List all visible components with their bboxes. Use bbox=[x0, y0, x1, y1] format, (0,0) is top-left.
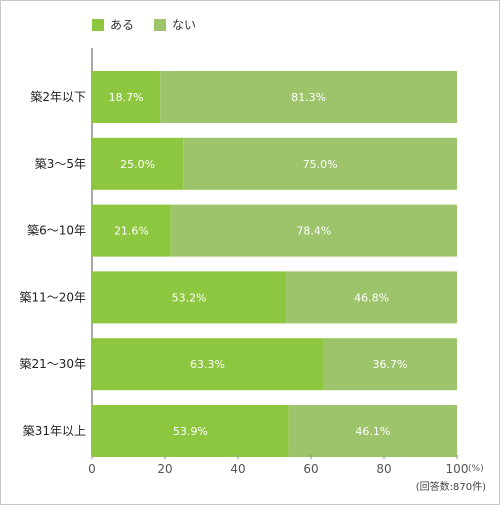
legend-label-nai: ない bbox=[172, 18, 197, 32]
bar-aru bbox=[92, 271, 287, 324]
bar-aru bbox=[92, 204, 171, 257]
category-label: 築3～5年 bbox=[35, 156, 86, 171]
legend-swatch-nai bbox=[154, 18, 167, 31]
bar-value-label: 25.0% bbox=[120, 158, 155, 171]
bar-value-label: 78.4% bbox=[296, 225, 331, 238]
legend-swatch-aru bbox=[92, 18, 104, 31]
bar-value-label: 21.6% bbox=[114, 225, 149, 238]
bar-value-label: 46.8% bbox=[354, 291, 389, 304]
x-tick-label: 20 bbox=[157, 462, 172, 476]
bar-nai bbox=[183, 137, 457, 190]
legend-label-aru: ある bbox=[110, 18, 135, 32]
legend-item-nai: ない bbox=[154, 16, 196, 33]
x-tick-label: 60 bbox=[303, 462, 318, 476]
bar-value-label: 63.3% bbox=[190, 358, 225, 371]
bar-nai bbox=[170, 204, 457, 257]
chart-legend: ある ない bbox=[92, 16, 196, 33]
bar-aru bbox=[92, 405, 289, 457]
bar-aru bbox=[92, 71, 161, 123]
bar-value-label: 75.0% bbox=[303, 158, 338, 171]
x-unit-label: (%) bbox=[468, 464, 484, 474]
bar-value-label: 46.1% bbox=[355, 425, 390, 438]
x-tick-label: 100 bbox=[446, 462, 469, 476]
bar-value-label: 53.2% bbox=[172, 291, 207, 304]
bar-aru bbox=[92, 338, 324, 391]
bar-aru bbox=[92, 137, 184, 190]
bar-value-label: 81.3% bbox=[291, 91, 326, 104]
bar-nai bbox=[286, 271, 457, 324]
category-label: 築6～10年 bbox=[27, 223, 86, 238]
response-count-note: (回答数:870件) bbox=[415, 482, 486, 493]
x-tick-label: 80 bbox=[376, 462, 391, 476]
x-tick-label: 0 bbox=[88, 462, 96, 476]
bar-nai bbox=[288, 405, 457, 457]
bar-value-label: 18.7% bbox=[109, 91, 144, 104]
category-label: 築31年以上 bbox=[23, 423, 86, 438]
bar-value-label: 36.7% bbox=[373, 358, 408, 371]
category-label: 築2年以下 bbox=[30, 89, 86, 104]
bar-nai bbox=[323, 338, 457, 391]
category-label: 築11～20年 bbox=[19, 289, 86, 304]
x-tick-label: 40 bbox=[230, 462, 245, 476]
bar-value-label: 53.9% bbox=[173, 425, 208, 438]
legend-item-aru: ある bbox=[92, 16, 134, 33]
bar-nai bbox=[160, 71, 457, 123]
category-label: 築21～30年 bbox=[19, 356, 86, 371]
